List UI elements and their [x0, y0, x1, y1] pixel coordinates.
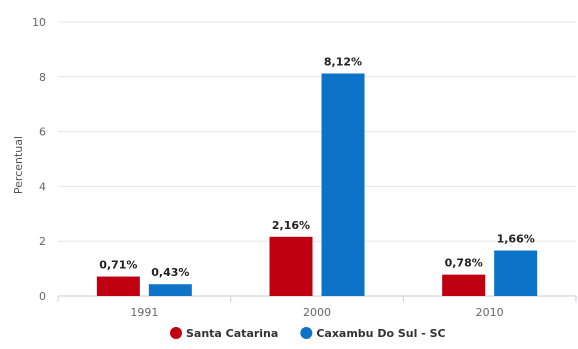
x-tick-label: 2010	[476, 306, 504, 319]
grid-layer	[58, 21, 576, 242]
data-label: 0,71%	[99, 259, 137, 272]
data-label: 0,43%	[151, 266, 189, 279]
bar[interactable]	[442, 274, 486, 296]
data-label: 0,78%	[445, 257, 483, 270]
y-tick-label: 4	[39, 180, 46, 193]
bar-layer	[96, 73, 538, 297]
x-tick-label: 2000	[303, 306, 331, 319]
x-tick-label: 1991	[130, 306, 158, 319]
y-tick-label: 8	[39, 71, 46, 84]
bar[interactable]	[148, 284, 192, 296]
data-label: 8,12%	[324, 56, 362, 69]
bar[interactable]	[321, 73, 365, 297]
legend: Santa Catarina Caxambu Do Sul - SC	[170, 327, 446, 340]
y-tick-label: 10	[32, 16, 46, 29]
data-label: 2,16%	[272, 219, 310, 232]
y-tick-label: 6	[39, 126, 46, 139]
y-axis-title: Percentual	[12, 136, 25, 194]
bar[interactable]	[96, 276, 140, 296]
bar[interactable]	[494, 250, 538, 296]
legend-marker	[300, 327, 313, 339]
data-label-layer: 0,71% 0,43% 2,16% 8,12% 0,78% 1,66%	[99, 56, 535, 280]
y-tick-label: 0	[39, 290, 46, 303]
axis-layer: 0 2 4 6 8 10 1991 2000 2010	[32, 16, 577, 319]
y-tick-label: 2	[39, 235, 46, 248]
legend-item-label[interactable]: Caxambu Do Sul - SC	[316, 327, 445, 340]
legend-marker	[170, 327, 182, 339]
legend-item-label[interactable]: Santa Catarina	[186, 327, 278, 340]
bar[interactable]	[269, 236, 313, 296]
data-label: 1,66%	[497, 233, 535, 246]
